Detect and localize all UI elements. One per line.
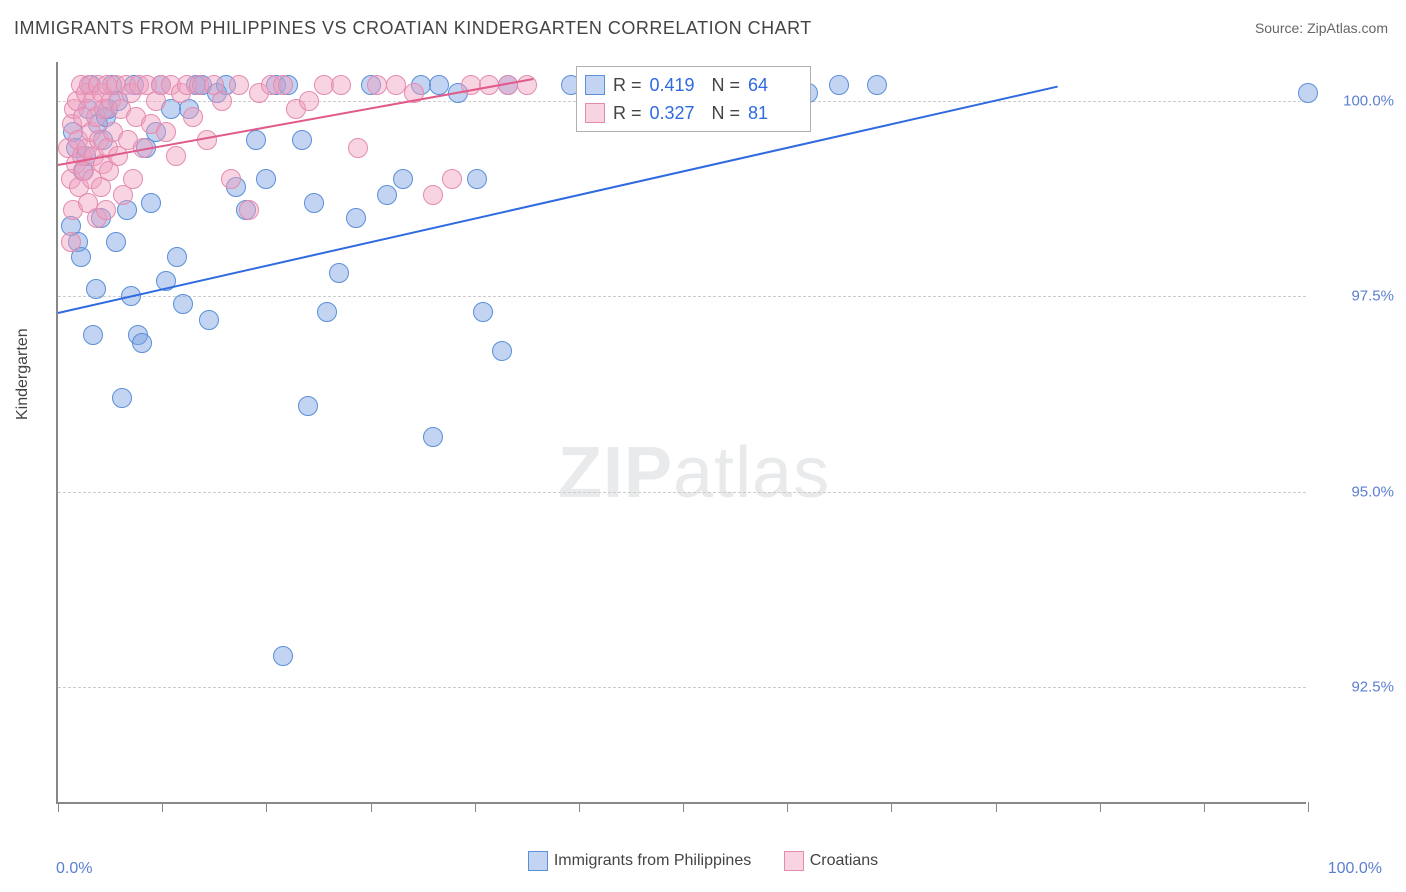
legend-item-b: Croatians xyxy=(784,851,878,871)
legend-swatch-a-icon xyxy=(528,851,548,871)
data-point-a xyxy=(106,232,126,252)
swatch-series-a-icon xyxy=(585,75,605,95)
gridline xyxy=(58,687,1306,688)
legend-bottom: Immigrants from Philippines Croatians xyxy=(0,851,1406,876)
x-tick xyxy=(1100,802,1101,812)
data-point-a xyxy=(429,75,449,95)
y-tick-label: 92.5% xyxy=(1314,678,1394,695)
data-point-a xyxy=(246,130,266,150)
data-point-b xyxy=(273,75,293,95)
watermark: ZIPatlas xyxy=(558,432,830,514)
watermark-atlas: atlas xyxy=(673,433,830,513)
data-point-b xyxy=(367,75,387,95)
data-point-a xyxy=(423,427,443,447)
legend-label-b: Croatians xyxy=(810,852,878,870)
data-point-a xyxy=(829,75,849,95)
data-point-a xyxy=(304,193,324,213)
x-tick xyxy=(787,802,788,812)
x-tick xyxy=(371,802,372,812)
data-point-a xyxy=(86,279,106,299)
data-point-b xyxy=(239,200,259,220)
data-point-b xyxy=(166,146,186,166)
data-point-b xyxy=(299,91,319,111)
data-point-b xyxy=(348,138,368,158)
data-point-b xyxy=(212,91,232,111)
data-point-a xyxy=(329,263,349,283)
r-value-a: 0.419 xyxy=(650,75,704,96)
data-point-a xyxy=(473,302,493,322)
data-point-a xyxy=(492,341,512,361)
r-value-b: 0.327 xyxy=(650,103,704,124)
data-point-a xyxy=(346,208,366,228)
x-tick xyxy=(475,802,476,812)
x-tick xyxy=(266,802,267,812)
n-value-a: 64 xyxy=(748,75,802,96)
x-tick xyxy=(58,802,59,812)
watermark-zip: ZIP xyxy=(558,433,673,513)
data-point-b xyxy=(423,185,443,205)
x-tick xyxy=(162,802,163,812)
data-point-a xyxy=(298,396,318,416)
r-label-b: R = xyxy=(613,103,642,124)
chart-title: IMMIGRANTS FROM PHILIPPINES VS CROATIAN … xyxy=(14,18,812,39)
data-point-a xyxy=(167,247,187,267)
data-point-a xyxy=(173,294,193,314)
stats-row-b: R = 0.327 N = 81 xyxy=(585,99,802,127)
chart-container: IMMIGRANTS FROM PHILIPPINES VS CROATIAN … xyxy=(0,0,1406,892)
data-point-b xyxy=(96,200,116,220)
data-point-a xyxy=(467,169,487,189)
n-value-b: 81 xyxy=(748,103,802,124)
x-tick xyxy=(996,802,997,812)
gridline xyxy=(58,492,1306,493)
data-point-b xyxy=(331,75,351,95)
gridline xyxy=(58,296,1306,297)
data-point-b xyxy=(156,122,176,142)
x-tick xyxy=(1308,802,1309,812)
data-point-a xyxy=(83,325,103,345)
stats-legend-box: R = 0.419 N = 64 R = 0.327 N = 81 xyxy=(576,66,811,132)
data-point-b xyxy=(386,75,406,95)
legend-label-a: Immigrants from Philippines xyxy=(554,852,751,870)
n-label-b: N = xyxy=(712,103,741,124)
data-point-a xyxy=(393,169,413,189)
y-tick-label: 100.0% xyxy=(1314,93,1394,110)
data-point-b xyxy=(221,169,241,189)
y-tick-label: 95.0% xyxy=(1314,483,1394,500)
data-point-a xyxy=(256,169,276,189)
data-point-b xyxy=(61,232,81,252)
data-point-b xyxy=(229,75,249,95)
y-tick-label: 97.5% xyxy=(1314,288,1394,305)
legend-swatch-b-icon xyxy=(784,851,804,871)
data-point-a xyxy=(292,130,312,150)
trend-line-a xyxy=(58,85,1058,313)
data-point-a xyxy=(1298,83,1318,103)
data-point-a xyxy=(867,75,887,95)
data-point-a xyxy=(132,333,152,353)
x-tick xyxy=(1204,802,1205,812)
x-tick xyxy=(891,802,892,812)
data-point-a xyxy=(112,388,132,408)
data-point-a xyxy=(377,185,397,205)
data-point-a xyxy=(199,310,219,330)
data-point-a xyxy=(273,646,293,666)
plot-area: ZIPatlas 100.0%97.5%95.0%92.5% xyxy=(56,62,1306,804)
n-label-a: N = xyxy=(712,75,741,96)
stats-row-a: R = 0.419 N = 64 xyxy=(585,71,802,99)
data-point-b xyxy=(123,169,143,189)
source-label: Source: ZipAtlas.com xyxy=(1255,20,1388,36)
data-point-b xyxy=(183,107,203,127)
data-point-a xyxy=(141,193,161,213)
x-tick xyxy=(579,802,580,812)
data-point-b xyxy=(442,169,462,189)
y-axis-title: Kindergarten xyxy=(14,328,32,420)
data-point-a xyxy=(317,302,337,322)
x-tick xyxy=(683,802,684,812)
swatch-series-b-icon xyxy=(585,103,605,123)
r-label-a: R = xyxy=(613,75,642,96)
legend-item-a: Immigrants from Philippines xyxy=(528,851,751,871)
